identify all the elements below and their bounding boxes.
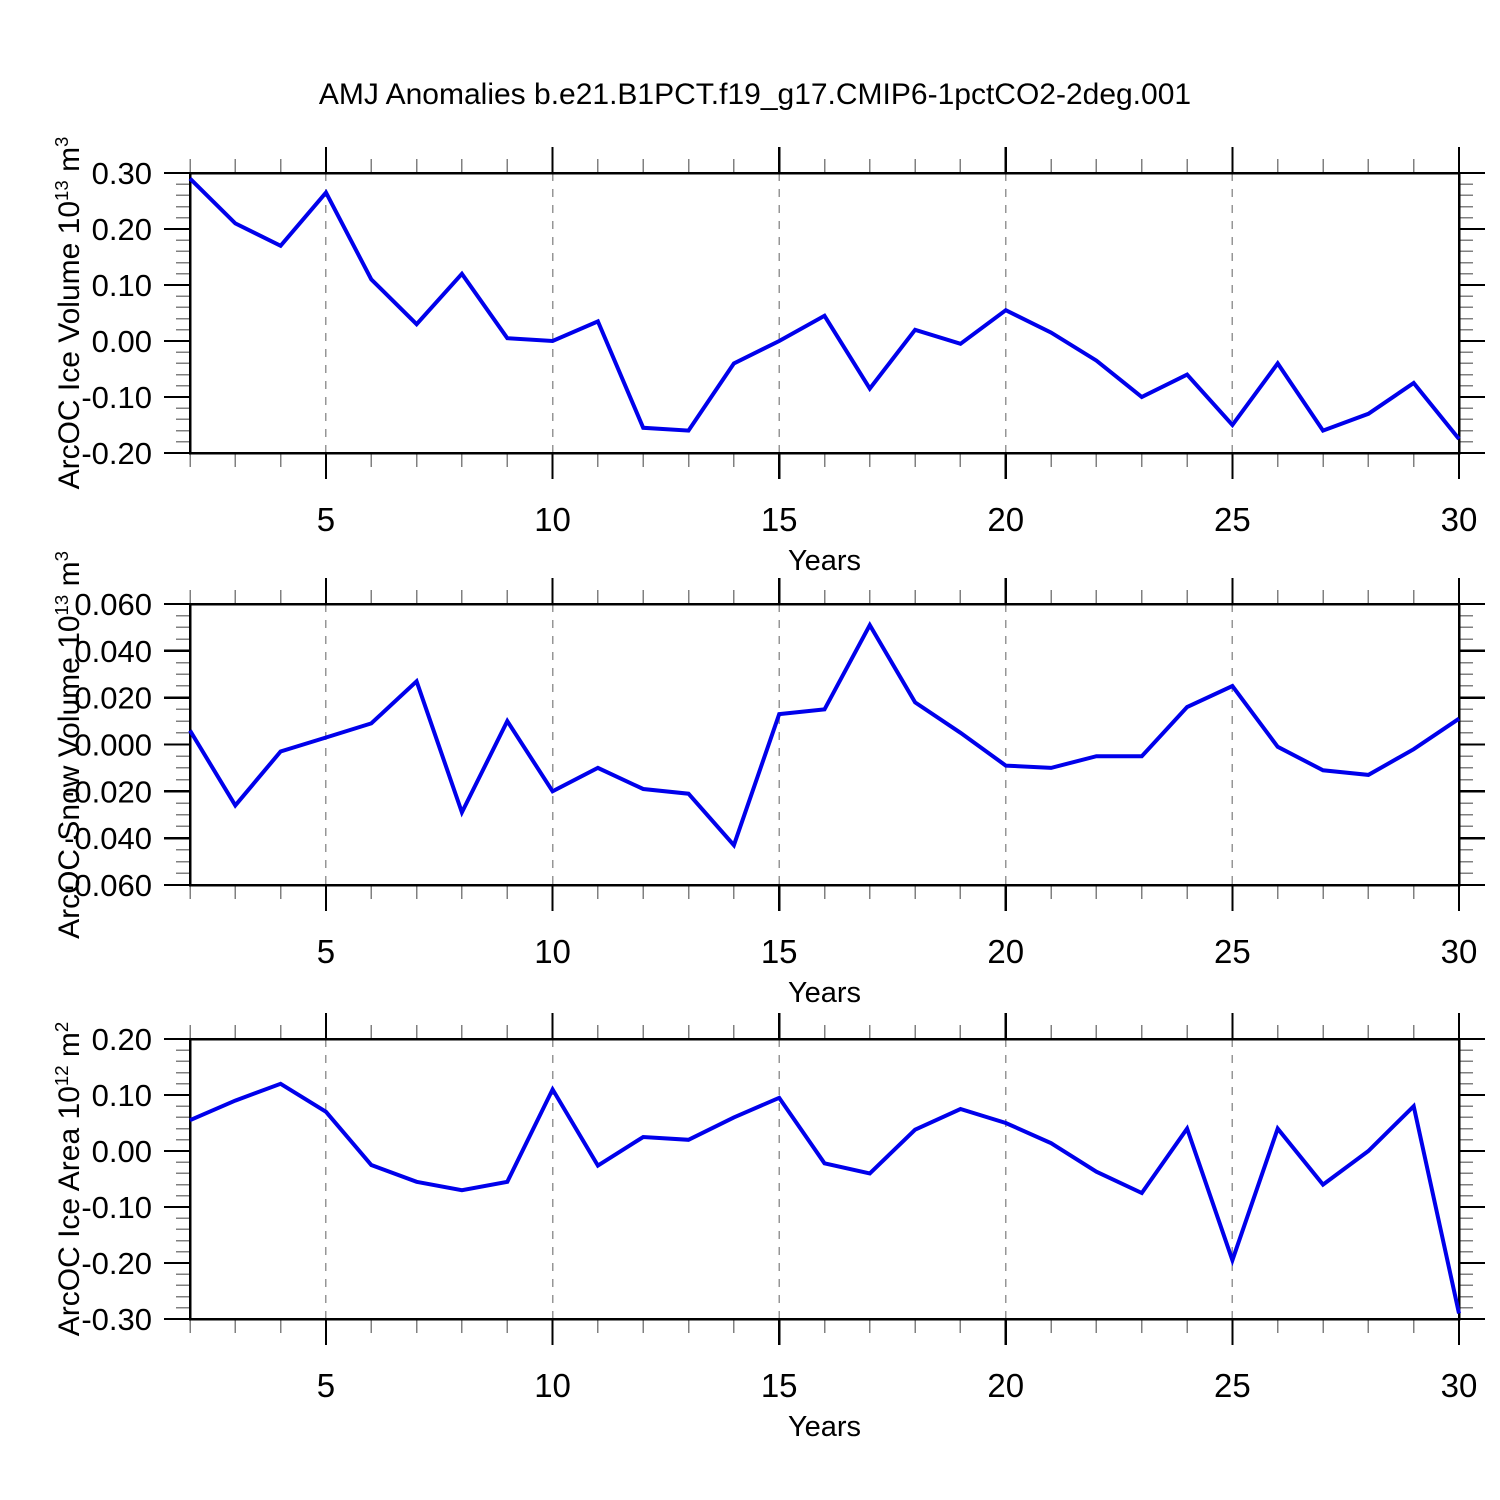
panel-ice-volume: 0.30 0.20 0.10 0.00 -0.10 -0.20 5 10 15 20 25 30 [81,147,1485,538]
x-tick-label: 15 [761,501,798,538]
plot-border [188,602,1461,887]
axis-ticks [164,1013,1485,1345]
panel-ice-area: 0.20 0.10 0.00 -0.10 -0.20 -0.30 5 10 15 20 25 30 [81,1013,1485,1404]
y-tick-label: -0.30 [81,1302,152,1337]
y-axis-label-text: ArcOC Snow Volume 10 [53,614,86,939]
x-tick-label: 30 [1441,1367,1478,1404]
x-tick-label: 25 [1214,501,1251,538]
x-axis-label-years-2: Years [787,977,862,1009]
y-axis-label-ice-area: ArcOC Ice Area 1012 m2 [43,899,86,1459]
y-tick-labels: 0.060 0.040 0.020 0.000 -0.020 -0.040 -0.060 [64,587,152,903]
y-tick-label: -0.060 [64,868,152,903]
y-tick-label: 0.30 [92,156,152,191]
exponent: 2 [51,1021,72,1033]
y-tick-label: -0.20 [81,1246,152,1281]
gridlines [325,604,1234,885]
y-tick-label: -0.020 [64,774,152,809]
x-tick-label: 5 [317,933,335,970]
axis-ticks [164,147,1485,479]
x-tick-labels: 5 10 15 20 25 30 [317,933,1478,970]
y-tick-label: -0.10 [81,380,152,415]
y-axis-label-unit: m [53,146,86,181]
data-line-ice-volume [188,177,1461,441]
x-axis-label-years-3: Years [787,1411,862,1443]
y-axis-label-unit: m [53,560,86,595]
y-tick-label: 0.000 [74,728,152,763]
x-tick-label: 10 [534,933,571,970]
x-tick-label: 5 [317,1367,335,1404]
x-axis-label-years-1: Years [787,545,862,577]
y-axis-label-text: ArcOC Ice Area 10 [53,1086,86,1337]
plot-title: AMJ Anomalies b.e21.B1PCT.f19_g17.CMIP6-… [318,78,1192,111]
y-tick-labels: 0.20 0.10 0.00 -0.10 -0.20 -0.30 [81,1022,152,1337]
gridlines [325,173,1234,453]
y-tick-label: 0.040 [74,634,152,669]
x-tick-label: 30 [1441,933,1478,970]
exponent: 3 [51,136,72,147]
y-tick-label: -0.040 [64,821,152,856]
exponent: 13 [51,180,72,201]
y-tick-label: -0.10 [81,1190,152,1225]
y-axis-label-text: ArcOC Ice Volume 10 [53,200,86,490]
y-tick-label: 0.20 [92,212,152,247]
y-tick-label: 0.10 [92,268,152,303]
x-tick-label: 15 [761,933,798,970]
x-tick-label: 25 [1214,1367,1251,1404]
y-tick-label: 0.00 [92,1134,152,1169]
y-tick-label: 0.020 [74,681,152,716]
exponent: 13 [51,594,72,615]
plot-border [188,1037,1461,1321]
x-tick-label: 10 [534,1367,571,1404]
y-tick-label: 0.20 [92,1022,152,1057]
exponent: 3 [51,550,72,561]
y-tick-label: 0.060 [74,587,152,622]
exponent: 12 [51,1065,72,1087]
x-tick-label: 20 [987,1367,1024,1404]
y-tick-labels: 0.30 0.20 0.10 0.00 -0.10 -0.20 [81,156,152,471]
x-tick-label: 5 [317,501,335,538]
y-tick-label: -0.20 [81,436,152,471]
data-line-ice-area [189,1081,1461,1314]
x-tick-label: 10 [534,501,571,538]
x-tick-labels: 5 10 15 20 25 30 [317,501,1478,538]
y-axis-label-unit: m [53,1032,86,1066]
x-tick-label: 20 [987,501,1024,538]
x-tick-label: 20 [987,933,1024,970]
plot-border [188,171,1461,455]
x-tick-label: 25 [1214,933,1251,970]
x-tick-label: 15 [761,1367,798,1404]
axis-ticks [164,578,1485,911]
y-tick-label: 0.10 [92,1078,152,1113]
data-line-snow-volume [188,621,1461,850]
x-tick-label: 30 [1441,501,1478,538]
y-tick-label: 0.00 [92,324,152,359]
x-tick-labels: 5 10 15 20 25 30 [317,1367,1478,1404]
gridlines [325,1039,1234,1319]
panel-snow-volume: 0.060 0.040 0.020 0.000 -0.020 -0.040 -0.060 5 1… [64,578,1485,970]
